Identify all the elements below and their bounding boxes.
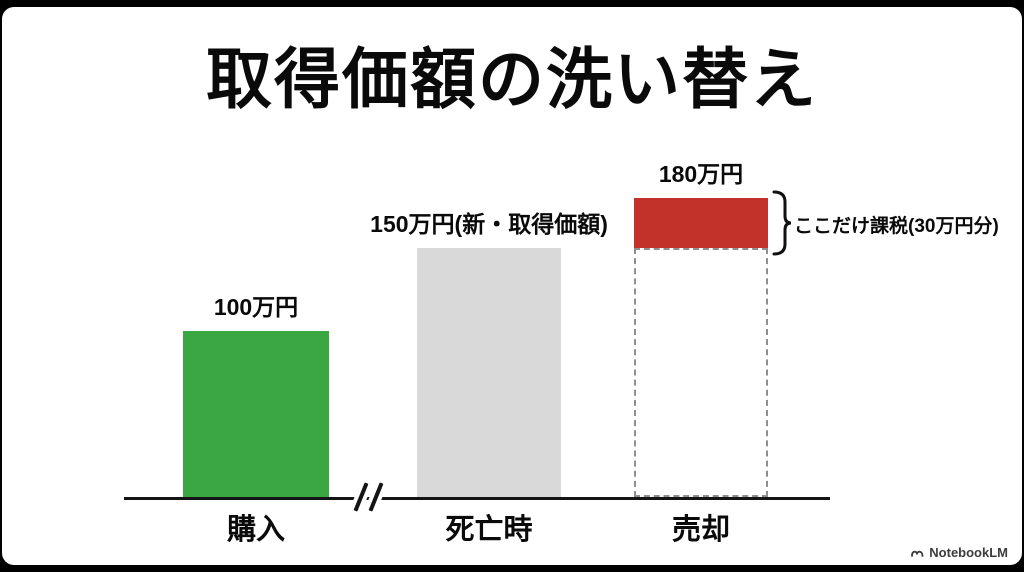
bar-death [417,248,561,497]
category-label-purchase: 購入 [226,514,285,546]
brand-name: NotebookLM [929,545,1008,560]
bar-group-purchase: 100万円 [183,288,329,497]
bar-group-death: 150万円(新・取得価額) [370,205,608,497]
bar-sale-dashed [634,248,768,497]
brand-footer: NotebookLM [910,545,1008,560]
bar-value-label-purchase: 100万円 [213,294,299,320]
category-label-death: 死亡時 [445,514,533,546]
bar-sale-stack [634,198,768,497]
notebooklm-logo-icon [911,550,924,557]
bar-group-sale: 180万円 [634,155,768,497]
category-label-sale: 売却 [671,514,730,546]
bar-purchase [183,331,329,497]
bar-sale-taxed [634,198,768,248]
tax-annotation: ここだけ課税(30万円分) [794,216,999,237]
bar-value-label-sale: 180万円 [658,161,744,188]
brace-icon [772,190,792,256]
bar-value-label-death: 150万円(新・取得価額) [370,211,608,237]
x-axis-line [124,497,830,500]
slide-title: 取得価額の洗い替え [206,42,818,116]
